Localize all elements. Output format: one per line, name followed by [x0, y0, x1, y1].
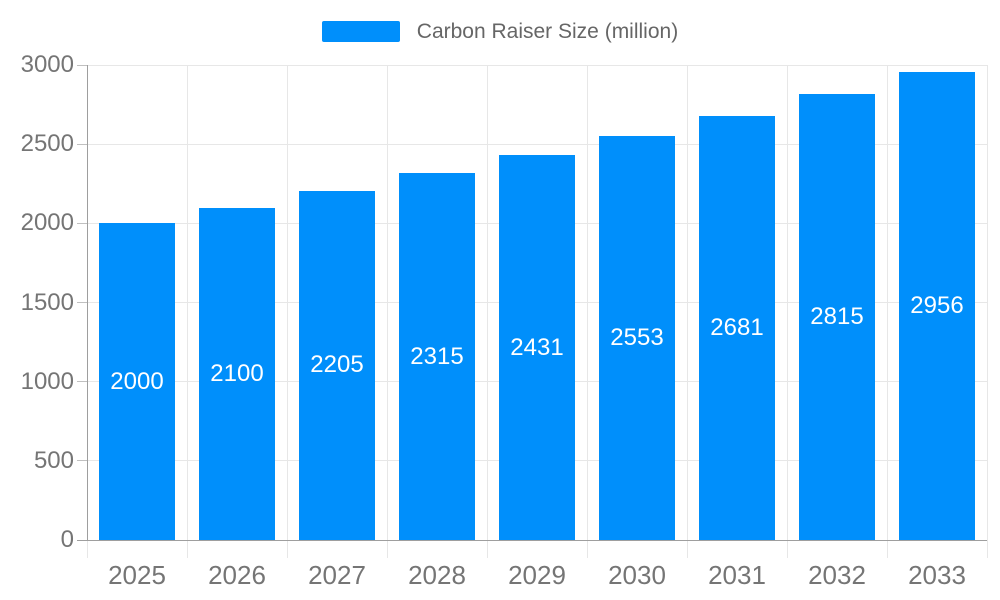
x-axis-tick — [286, 540, 288, 558]
x-axis-label: 2027 — [308, 560, 366, 590]
x-axis-label: 2032 — [808, 560, 866, 590]
bar-value-label: 2553 — [610, 323, 664, 351]
bar[interactable]: 2815 — [799, 94, 875, 540]
y-gridline — [87, 64, 987, 66]
bar[interactable]: 2553 — [599, 135, 675, 540]
x-axis-tick — [186, 540, 188, 558]
x-axis-label: 2025 — [108, 560, 166, 590]
x-gridline — [986, 65, 988, 540]
x-axis-tick — [786, 540, 788, 558]
x-gridline — [586, 65, 588, 540]
x-axis-tick — [586, 540, 588, 558]
legend[interactable]: Carbon Raiser Size (million) — [0, 14, 1000, 48]
x-axis-tick — [886, 540, 888, 558]
x-gridline — [686, 65, 688, 540]
bar-value-label: 2315 — [410, 342, 464, 370]
x-axis-tick — [386, 540, 388, 558]
y-axis-label: 2500 — [20, 130, 74, 158]
x-gridline — [286, 65, 288, 540]
y-gridline — [87, 143, 987, 145]
x-axis-label: 2026 — [208, 560, 266, 590]
x-gridline — [186, 65, 188, 540]
bar-value-label: 2431 — [510, 333, 564, 361]
bar-value-label: 2100 — [210, 359, 264, 387]
bar-value-label: 2815 — [810, 303, 864, 331]
y-axis-label: 2000 — [20, 209, 74, 237]
bar[interactable]: 2681 — [699, 115, 775, 540]
y-axis-tick — [77, 460, 87, 462]
bar-value-label: 2681 — [710, 313, 764, 341]
y-axis-tick — [77, 302, 87, 303]
y-axis-tick — [77, 64, 87, 66]
bar[interactable]: 2000 — [99, 223, 175, 540]
bar-value-label: 2000 — [110, 367, 164, 395]
legend-swatch — [321, 20, 400, 42]
y-axis-label: 3000 — [20, 51, 74, 78]
bar[interactable]: 2205 — [299, 190, 375, 540]
y-axis-tick — [77, 143, 87, 145]
x-axis-tick — [486, 540, 488, 558]
x-gridline — [886, 65, 888, 540]
x-axis-tick — [686, 540, 688, 558]
bar[interactable]: 2100 — [199, 207, 275, 540]
x-axis-label: 2030 — [608, 560, 666, 590]
x-axis-line — [77, 539, 987, 541]
y-axis-line — [86, 65, 88, 540]
y-axis-label: 500 — [33, 446, 74, 474]
y-axis-tick — [77, 222, 87, 224]
bar[interactable]: 2315 — [399, 173, 475, 540]
x-axis-tick — [86, 540, 88, 558]
x-axis-label: 2033 — [908, 560, 966, 590]
y-axis-label: 1000 — [20, 367, 74, 395]
bar-value-label: 2205 — [310, 351, 364, 379]
x-gridline — [786, 65, 788, 540]
x-axis-label: 2028 — [408, 560, 466, 590]
bar-value-label: 2956 — [910, 291, 964, 319]
y-axis-tick — [77, 381, 87, 383]
y-axis-label: 0 — [60, 526, 74, 553]
legend-label: Carbon Raiser Size (million) — [416, 19, 679, 43]
bar[interactable]: 2956 — [899, 71, 975, 540]
x-axis-label: 2029 — [508, 560, 566, 590]
x-gridline — [486, 65, 488, 540]
bar[interactable]: 2431 — [499, 155, 575, 540]
y-axis-label: 1500 — [20, 288, 74, 316]
x-axis-tick — [986, 540, 988, 558]
x-gridline — [386, 65, 388, 540]
x-axis-label: 2031 — [708, 560, 766, 590]
